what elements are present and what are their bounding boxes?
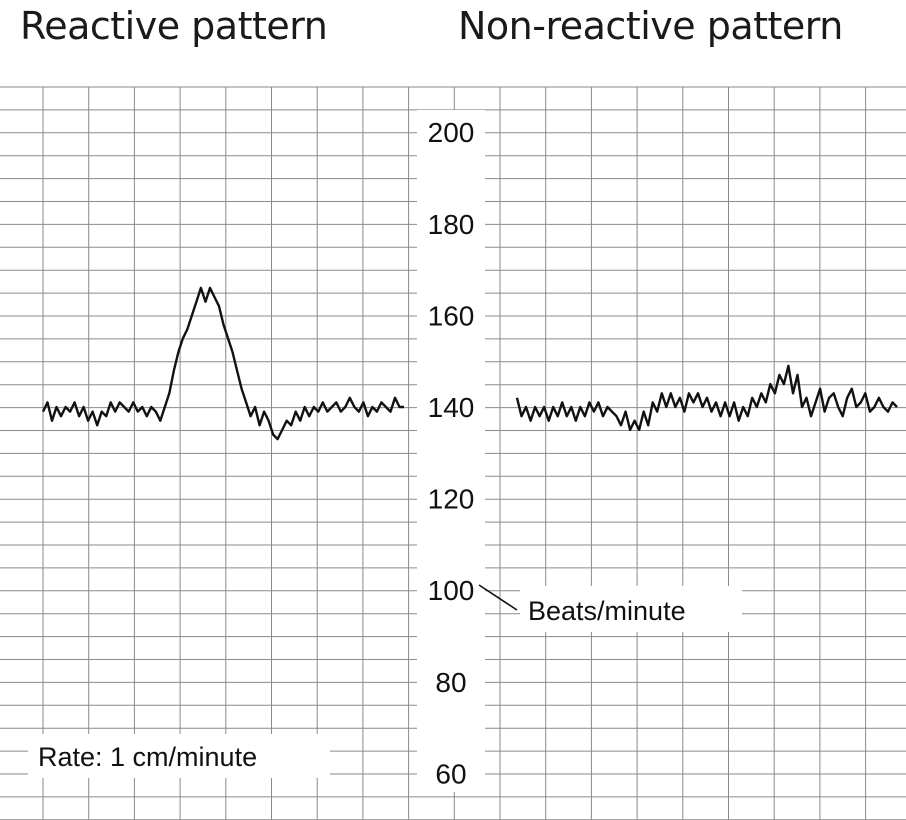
non-reactive-trace-line [515, 364, 898, 432]
y-tick-label: 200 [428, 117, 475, 148]
paper-rate-label: Rate: 1 cm/minute [38, 742, 257, 772]
y-tick-label: 160 [428, 300, 475, 331]
y-tick-label: 140 [428, 392, 475, 423]
y-tick-label: 100 [428, 575, 475, 606]
y-tick-label: 60 [435, 758, 466, 789]
y-axis-unit-label: Beats/minute [528, 596, 686, 626]
non-reactive-pattern-title: Non-reactive pattern [458, 4, 843, 48]
reactive-trace-line [41, 286, 404, 441]
unit-label-leader-line [478, 584, 518, 611]
tick-label-band [417, 110, 485, 792]
rate-label-background [28, 734, 330, 778]
y-tick-labels: 200 180 160 140 120 100 80 60 [428, 117, 475, 789]
y-tick-label: 80 [435, 667, 466, 698]
y-tick-label: 180 [428, 209, 475, 240]
unit-label-background [520, 586, 742, 632]
y-tick-label: 120 [428, 484, 475, 515]
reactive-pattern-title: Reactive pattern [20, 4, 328, 48]
